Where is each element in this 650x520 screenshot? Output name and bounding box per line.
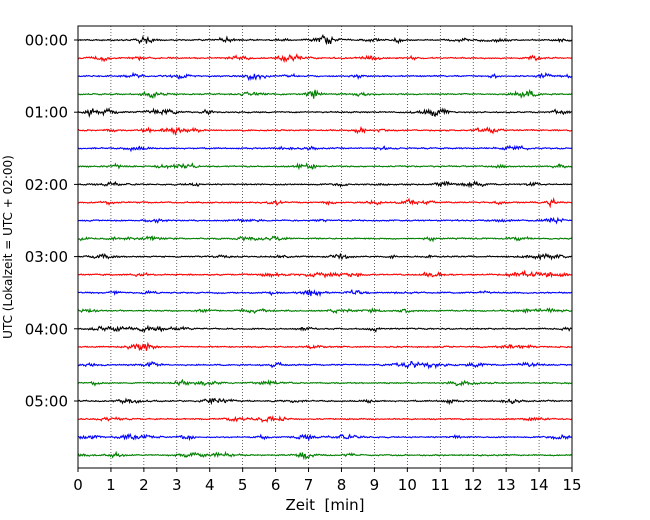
seismic-trace [77, 197, 573, 209]
x-tick-label: 13 [497, 476, 516, 494]
seismic-traces [77, 34, 573, 461]
seismic-trace [77, 125, 573, 136]
y-tick-label: 00:00 [25, 32, 68, 50]
seismic-trace [77, 179, 573, 189]
y-axis: 00:00 01:00 02:00 03:00 04:00 05:00 [25, 32, 78, 411]
plot-frame [77, 25, 573, 469]
x-tick-label: 3 [172, 476, 182, 494]
x-tick-label: 5 [238, 476, 248, 494]
x-tick-label: 12 [464, 476, 483, 494]
y-tick-label: 01:00 [25, 104, 68, 122]
x-tick-label: 6 [271, 476, 281, 494]
seismic-trace [77, 88, 573, 99]
y-tick-label: 04:00 [25, 320, 68, 338]
seismic-trace [77, 378, 573, 387]
seismic-trace [77, 53, 573, 64]
seismic-trace [77, 288, 573, 298]
x-tick-label: 10 [398, 476, 417, 494]
seismic-trace [77, 360, 573, 370]
seismic-trace [77, 71, 573, 82]
seismic-trace [77, 415, 573, 423]
y-axis-label: UTC (Lokalzeit = UTC + 02:00) [1, 155, 15, 339]
y-tick-label: 02:00 [25, 176, 68, 194]
seismic-trace [77, 324, 573, 333]
x-tick-label: 11 [431, 476, 450, 494]
seismic-trace [77, 341, 573, 351]
seismic-trace [77, 307, 573, 314]
seismic-trace [77, 107, 573, 118]
x-tick-label: 1 [106, 476, 116, 494]
x-tick-label: 15 [562, 476, 581, 494]
y-tick-label: 03:00 [25, 248, 68, 266]
x-tick-label: 7 [304, 476, 314, 494]
seismic-trace [77, 144, 573, 153]
y-tick-label: 05:00 [25, 393, 68, 411]
seismic-trace [77, 162, 573, 171]
x-tick-label: 0 [73, 476, 83, 494]
seismic-trace [77, 34, 573, 46]
seismic-trace [77, 397, 573, 406]
x-tick-label: 9 [370, 476, 380, 494]
x-tick-label: 8 [337, 476, 347, 494]
seismic-trace [77, 216, 573, 225]
seismic-trace [77, 269, 573, 279]
x-tick-label: 2 [139, 476, 149, 494]
seismic-trace [77, 432, 573, 442]
x-axis: 0 1 2 3 4 5 6 7 8 9 10 11 12 13 14 15 [73, 468, 582, 494]
seismic-trace [77, 235, 573, 243]
x-axis-label: Zeit [min] [285, 496, 364, 514]
seismic-trace [77, 450, 573, 461]
x-tick-label: 14 [530, 476, 549, 494]
seismic-trace [77, 252, 573, 261]
x-tick-label: 4 [205, 476, 215, 494]
